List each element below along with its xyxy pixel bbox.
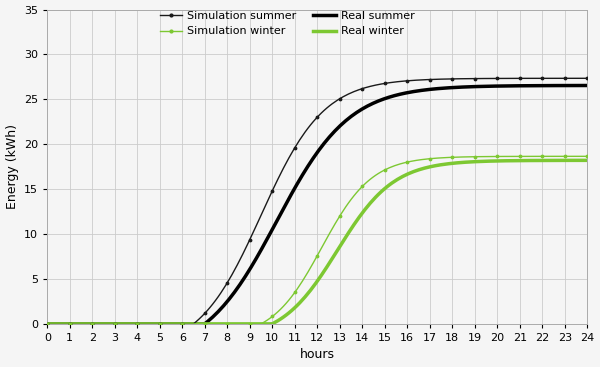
Real summer bbox=[187, 321, 194, 326]
Simulation summer bbox=[404, 79, 411, 83]
Simulation winter bbox=[44, 321, 51, 326]
Simulation winter bbox=[111, 321, 118, 326]
Real winter bbox=[557, 158, 564, 163]
Real summer bbox=[584, 83, 591, 88]
Line: Simulation winter: Simulation winter bbox=[45, 154, 590, 326]
Simulation winter bbox=[291, 290, 298, 295]
Simulation summer bbox=[66, 321, 73, 326]
Real winter bbox=[76, 321, 83, 326]
Simulation summer bbox=[111, 321, 118, 326]
Real summer bbox=[76, 321, 83, 326]
Real summer bbox=[557, 83, 564, 88]
Simulation summer bbox=[494, 76, 501, 81]
Simulation summer bbox=[44, 321, 51, 326]
Simulation summer bbox=[201, 311, 208, 316]
Simulation summer bbox=[224, 280, 231, 285]
Simulation summer bbox=[246, 237, 253, 242]
Simulation summer bbox=[449, 77, 456, 81]
Legend: Simulation summer, Simulation winter, Real summer, Real winter: Simulation summer, Simulation winter, Re… bbox=[155, 6, 419, 41]
Simulation summer bbox=[89, 321, 96, 326]
Real summer bbox=[65, 321, 73, 326]
Simulation summer bbox=[426, 77, 433, 82]
Simulation winter bbox=[89, 321, 96, 326]
Simulation summer bbox=[539, 76, 546, 80]
Simulation winter bbox=[494, 154, 501, 159]
Simulation summer bbox=[134, 321, 141, 326]
Simulation winter bbox=[561, 154, 568, 159]
Simulation winter bbox=[381, 168, 388, 172]
Simulation summer bbox=[179, 321, 186, 326]
Simulation winter bbox=[539, 154, 546, 159]
Simulation winter bbox=[246, 321, 253, 326]
Simulation summer bbox=[471, 76, 478, 81]
Simulation summer bbox=[561, 76, 568, 80]
Simulation winter bbox=[224, 321, 231, 326]
Line: Real summer: Real summer bbox=[47, 86, 587, 324]
Simulation winter bbox=[314, 254, 321, 258]
Simulation winter bbox=[156, 321, 163, 326]
Line: Real winter: Real winter bbox=[47, 160, 587, 324]
X-axis label: hours: hours bbox=[300, 348, 335, 361]
Simulation winter bbox=[449, 155, 456, 160]
Simulation winter bbox=[471, 155, 478, 159]
Simulation summer bbox=[156, 321, 163, 326]
Simulation winter bbox=[426, 156, 433, 161]
Simulation summer bbox=[336, 97, 343, 101]
Simulation winter bbox=[404, 160, 411, 164]
Simulation summer bbox=[269, 189, 276, 193]
Simulation summer bbox=[584, 76, 591, 80]
Real summer bbox=[44, 321, 51, 326]
Simulation summer bbox=[314, 115, 321, 119]
Simulation summer bbox=[359, 86, 366, 91]
Simulation winter bbox=[516, 154, 523, 159]
Real winter bbox=[44, 321, 51, 326]
Simulation winter bbox=[179, 321, 186, 326]
Simulation summer bbox=[381, 81, 388, 86]
Real winter bbox=[65, 321, 73, 326]
Y-axis label: Energy (kWh): Energy (kWh) bbox=[5, 124, 19, 209]
Simulation winter bbox=[201, 321, 208, 326]
Line: Simulation summer: Simulation summer bbox=[45, 76, 590, 326]
Simulation winter bbox=[66, 321, 73, 326]
Real winter bbox=[187, 321, 194, 326]
Simulation winter bbox=[359, 184, 366, 189]
Real winter bbox=[144, 321, 151, 326]
Real winter bbox=[538, 158, 545, 163]
Real summer bbox=[144, 321, 151, 326]
Simulation summer bbox=[291, 146, 298, 150]
Simulation winter bbox=[269, 314, 276, 319]
Real summer bbox=[538, 83, 545, 88]
Real winter bbox=[584, 158, 591, 163]
Simulation winter bbox=[134, 321, 141, 326]
Simulation winter bbox=[584, 154, 591, 159]
Simulation summer bbox=[516, 76, 523, 81]
Simulation winter bbox=[336, 214, 343, 218]
